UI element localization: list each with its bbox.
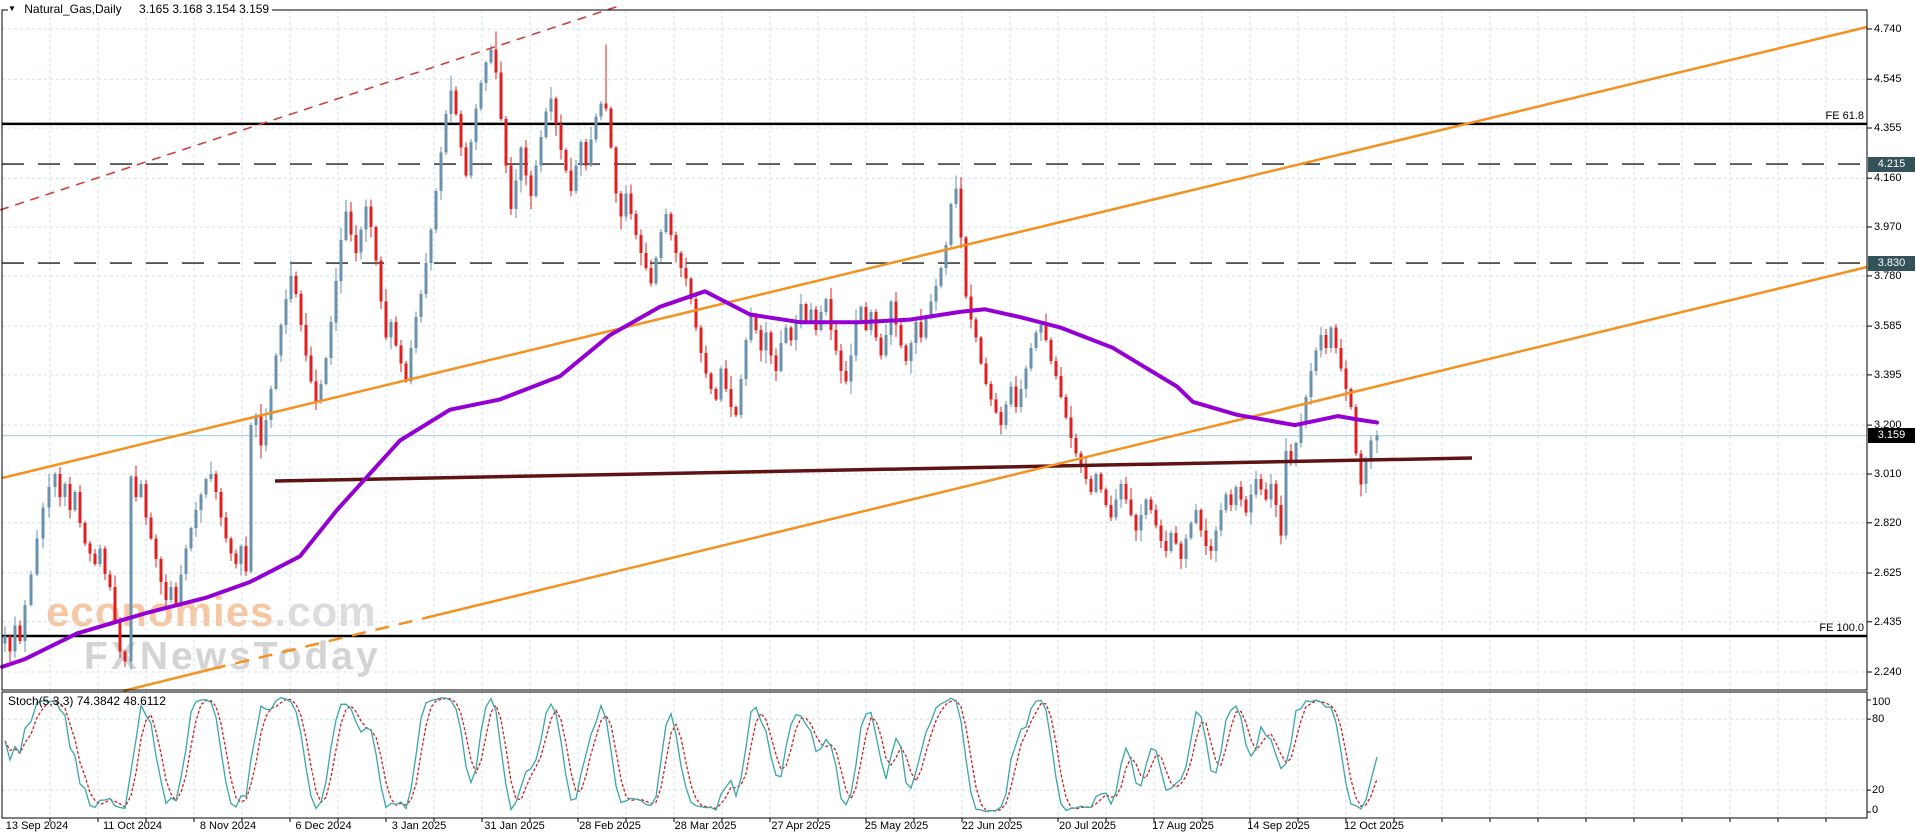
price-tick-label: 3.585: [1874, 320, 1902, 333]
price-tick-label: 3.780: [1874, 269, 1902, 282]
indicator-tick-label: 0: [1872, 804, 1879, 816]
price-tick-label: 3.200: [1874, 419, 1902, 432]
indicator-tick-label: 80: [1872, 713, 1885, 726]
date-label: 3 Jan 2025: [391, 820, 447, 832]
stochastic-indicator-label: Stoch(5,3,3) 74.3842 48.6112: [8, 694, 166, 708]
fib-expansion-618-label: FE 61.8: [1825, 109, 1864, 122]
price-tick-label: 2.625: [1874, 566, 1902, 579]
price-level-badge: 3.830: [1868, 255, 1915, 271]
indicator-tick-label: 20: [1872, 784, 1885, 797]
date-label: 8 Nov 2024: [199, 820, 257, 832]
price-tick-label: 4.740: [1874, 23, 1902, 35]
current-price-badge: 3.159: [1868, 428, 1915, 444]
price-tick-label: 3.970: [1874, 221, 1902, 234]
chart-symbol-period: Natural_Gas,Daily: [24, 2, 122, 16]
price-tick-label: 2.240: [1874, 666, 1902, 678]
date-label: 27 Apr 2025: [771, 820, 831, 832]
price-level-badge: 4.215: [1868, 156, 1915, 172]
fib-expansion-1000-label: FE 100.0: [1819, 621, 1864, 634]
date-label: 14 Sep 2025: [1247, 820, 1310, 832]
date-label: 6 Dec 2024: [295, 820, 352, 832]
date-label: 20 Jul 2025: [1059, 820, 1116, 832]
date-label: 12 Oct 2025: [1344, 820, 1404, 832]
watermark: economies.com FXNewsToday: [46, 588, 381, 678]
date-label: 28 Mar 2025: [674, 820, 737, 832]
date-label: 17 Aug 2025: [1152, 820, 1214, 832]
price-tick-label: 4.160: [1874, 172, 1902, 185]
price-tick-label: 4.545: [1874, 73, 1902, 86]
price-tick-label: 4.355: [1874, 122, 1902, 135]
watermark-tagline: FXNewsToday: [84, 635, 381, 678]
chart-ohlc-values: 3.165 3.168 3.154 3.159: [138, 2, 270, 16]
price-tick-label: 2.820: [1874, 516, 1902, 529]
watermark-domain: .com: [274, 588, 377, 635]
symbol-dropdown-icon: ▼: [8, 4, 16, 13]
date-label: 13 Sep 2024: [5, 820, 69, 832]
chart-title: ▼ Natural_Gas,Daily 3.165 3.168 3.154 3.…: [8, 2, 273, 17]
date-label: 28 Feb 2025: [579, 820, 641, 832]
price-tick-label: 3.010: [1874, 467, 1902, 480]
date-label: 31 Jan 2025: [484, 820, 545, 832]
price-tick-label: 3.395: [1874, 368, 1902, 381]
date-label: 25 May 2025: [864, 820, 929, 832]
date-label: 22 Jun 2025: [961, 820, 1023, 832]
price-tick-label: 2.435: [1874, 615, 1902, 628]
date-label: 11 Oct 2024: [102, 820, 163, 832]
indicator-tick-label: 100: [1872, 696, 1891, 708]
